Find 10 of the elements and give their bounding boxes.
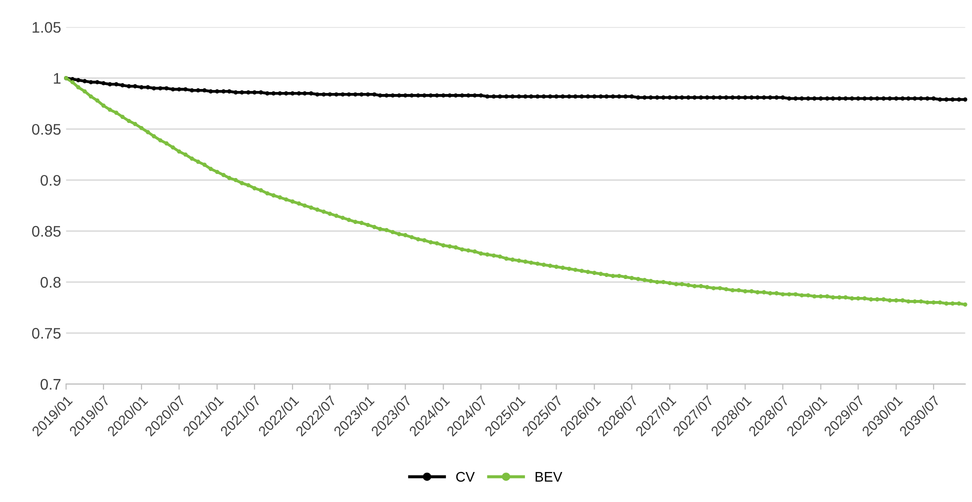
y-tick-label: 0.8 (40, 276, 61, 288)
y-tick-label: 0.7 (40, 378, 60, 390)
legend-label: BEV (536, 472, 562, 482)
y-tick-label: 0.95 (32, 124, 61, 135)
y-tick-label: 0.75 (32, 328, 61, 339)
y-tick-label: 0.9 (40, 174, 61, 186)
y-tick-label: 0.85 (32, 226, 61, 237)
y-tick-label: 1.05 (32, 22, 61, 33)
legend-label: CV (456, 472, 475, 482)
y-tick-label: 1 (54, 73, 60, 84)
